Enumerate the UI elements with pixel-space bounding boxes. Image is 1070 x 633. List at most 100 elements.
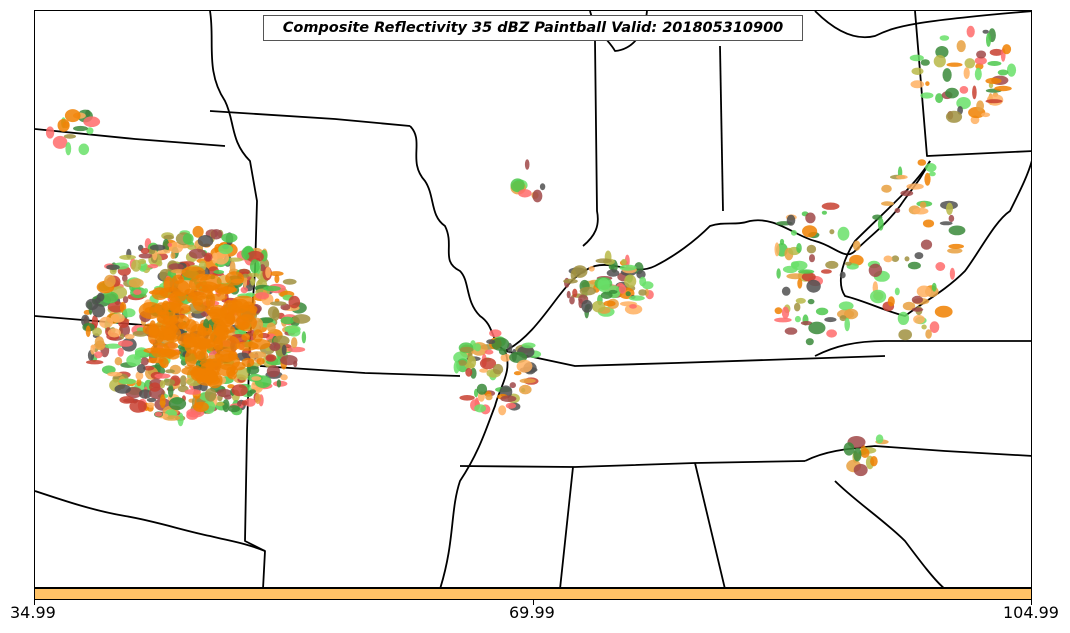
storm-cell xyxy=(600,291,613,299)
storm-cell xyxy=(229,260,236,274)
storm-cell xyxy=(135,371,144,381)
illinois-indiana-border xyxy=(582,40,599,247)
storm-cell xyxy=(837,226,850,241)
storm-cell xyxy=(255,292,270,300)
storm-cell xyxy=(492,363,504,375)
storm-cell xyxy=(221,233,238,243)
storm-cell xyxy=(797,278,803,289)
storm-cell xyxy=(453,360,460,374)
storm-cell xyxy=(929,321,940,333)
colorbar-tick-label-min: 34.99 xyxy=(10,603,56,622)
storm-cell xyxy=(280,355,298,366)
storm-cell xyxy=(521,342,536,349)
storm-cell xyxy=(167,384,174,398)
storm-cell xyxy=(603,300,616,307)
storm-cell xyxy=(485,393,493,401)
storm-cell xyxy=(250,276,256,286)
storm-cell xyxy=(911,295,924,304)
storm-cell xyxy=(935,262,946,271)
colorbar-tick-label-mid: 69.99 xyxy=(509,603,555,622)
storm-cell xyxy=(629,304,637,309)
storm-cell xyxy=(241,400,248,406)
storm-cell xyxy=(168,397,187,411)
storm-cell xyxy=(270,301,287,306)
storm-cell xyxy=(192,225,204,238)
storm-cell xyxy=(976,100,984,112)
storm-cell xyxy=(870,289,887,304)
storm-cell xyxy=(165,369,175,374)
ohio-river xyxy=(504,160,931,352)
storm-cell xyxy=(259,264,266,272)
storm-cell xyxy=(479,357,497,370)
storm-cell xyxy=(887,296,895,307)
storm-cell xyxy=(284,325,301,334)
storm-cell xyxy=(516,359,533,373)
storm-cell xyxy=(95,297,101,304)
storm-cell xyxy=(86,127,94,135)
storm-cell xyxy=(122,296,129,304)
storm-cell xyxy=(90,344,96,355)
storm-cell xyxy=(484,349,494,355)
storm-cell xyxy=(925,163,937,172)
storm-cell xyxy=(83,116,101,127)
storm-cell xyxy=(217,389,233,398)
storm-cell xyxy=(911,67,924,75)
storm-cell xyxy=(163,234,175,240)
storm-cell xyxy=(781,306,790,319)
storm-cell xyxy=(946,202,953,215)
storm-core-cell xyxy=(196,327,215,345)
storm-cell xyxy=(238,268,250,275)
storm-cell xyxy=(956,40,966,53)
storm-cell xyxy=(624,254,630,268)
storm-cell xyxy=(875,434,884,444)
storm-cell xyxy=(288,295,301,309)
colorbar-tick-mark-left xyxy=(34,600,35,605)
north-carolina-south-carolina-border xyxy=(804,445,1031,462)
storm-cell xyxy=(776,268,781,279)
storm-cell xyxy=(987,61,1002,66)
storm-cell xyxy=(262,285,281,292)
storm-cell xyxy=(794,315,801,323)
storm-cell xyxy=(638,289,647,296)
storm-cell xyxy=(168,241,184,254)
storm-cell xyxy=(222,399,230,413)
storm-cell xyxy=(982,29,989,34)
storm-core-cell xyxy=(231,295,256,309)
kentucky-tennessee-border xyxy=(504,350,886,367)
storm-core-cell xyxy=(148,328,164,346)
storm-cell xyxy=(809,254,815,263)
mississippi-alabama-border xyxy=(559,466,574,587)
storm-cell xyxy=(628,295,645,301)
storm-cell xyxy=(920,92,934,99)
storm-cell xyxy=(110,313,125,323)
storm-cell xyxy=(491,337,510,351)
storm-core-cell xyxy=(236,305,257,320)
storm-cell xyxy=(948,225,966,236)
storm-cell xyxy=(606,269,620,277)
storm-cell xyxy=(509,382,516,389)
storm-cell xyxy=(945,110,963,123)
storm-cell xyxy=(57,118,70,132)
storm-cell xyxy=(964,58,976,69)
storm-cell xyxy=(117,347,124,357)
map-title: Composite Reflectivity 35 dBZ Paintball … xyxy=(263,15,803,41)
storm-cell xyxy=(881,184,892,193)
storm-cell xyxy=(465,367,473,377)
storm-cell xyxy=(784,327,798,335)
storm-cell xyxy=(213,251,229,265)
storm-cell xyxy=(935,46,949,58)
storm-cell xyxy=(92,327,102,337)
storm-core-cell xyxy=(195,281,218,292)
storm-cell xyxy=(101,365,116,375)
storm-cell xyxy=(619,264,637,271)
storm-core-cell xyxy=(193,342,207,360)
storm-cell xyxy=(870,456,878,467)
storm-cell xyxy=(266,365,280,378)
storm-cell xyxy=(500,353,511,362)
storm-cell xyxy=(826,329,837,338)
storm-cell xyxy=(474,343,481,352)
storm-cell xyxy=(254,393,261,405)
storm-cell xyxy=(106,264,120,270)
storm-cell xyxy=(177,412,184,427)
storm-cell xyxy=(118,378,137,385)
